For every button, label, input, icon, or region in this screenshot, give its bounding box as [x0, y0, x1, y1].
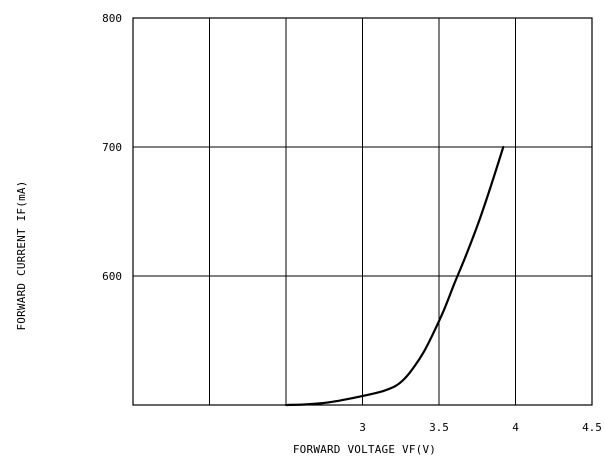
series-line: [284, 145, 505, 407]
y-tick-label: 800: [102, 12, 122, 25]
plot-frame: [132, 17, 593, 406]
x-tick-label: 3.5: [429, 421, 449, 434]
y-tick-label: 700: [102, 141, 122, 154]
y-tick-label: 600: [102, 270, 122, 283]
x-axis-title: FORWARD VOLTAGE VF(V): [293, 443, 436, 456]
x-tick-label: 4: [512, 421, 519, 434]
x-tick-label: 4.5: [582, 421, 602, 434]
grid: [133, 18, 592, 405]
x-tick-labels: 3 3.5 4 4.5: [359, 421, 602, 434]
x-tick-label: 3: [359, 421, 366, 434]
series-layer: [284, 145, 505, 407]
y-tick-labels: 600 700 800: [102, 12, 122, 283]
y-axis-title: FORWARD CURRENT IF(mA): [15, 180, 28, 330]
